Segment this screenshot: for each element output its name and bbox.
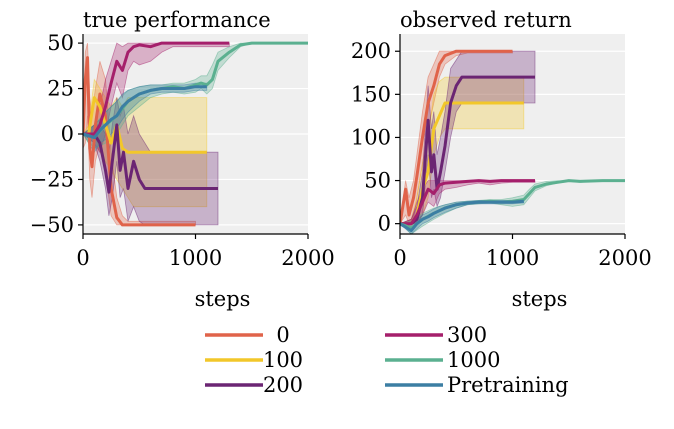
x-axis-label: steps <box>512 287 568 311</box>
y-tick-label: −25 <box>30 167 74 191</box>
y-tick-label: 50 <box>364 169 391 193</box>
series-line-pretraining <box>83 85 207 140</box>
legend-label: 100 <box>263 348 303 372</box>
series-layer <box>83 41 308 227</box>
x-tick-label: 0 <box>393 246 406 270</box>
legend-item-300: 300 <box>385 323 487 347</box>
legend-item-pretraining: Pretraining <box>385 373 569 397</box>
x-tick-label: 1000 <box>169 246 222 270</box>
series-line-300 <box>400 179 535 226</box>
x-axis-label: steps <box>195 287 251 311</box>
y-tick-label: 150 <box>351 82 391 106</box>
y-tick-label: 100 <box>351 125 391 149</box>
series-line-300 <box>83 41 230 136</box>
x-tick-label: 2000 <box>598 246 651 270</box>
legend-item-200: 200 <box>205 373 303 397</box>
legend-item-1000: 1000 <box>385 348 500 372</box>
series-line-100 <box>83 96 207 154</box>
x-tick-label: 2000 <box>281 246 334 270</box>
y-tick-label: −50 <box>30 213 74 237</box>
legend-item-100: 100 <box>205 348 303 372</box>
chart-title: true performance <box>83 8 271 32</box>
legend-label: 0 <box>276 323 289 347</box>
series-layer <box>400 49 625 234</box>
x-tick-label: 0 <box>76 246 89 270</box>
series-line-pretraining <box>400 199 524 233</box>
legend-item-0: 0 <box>205 323 290 347</box>
y-tick-label: 50 <box>47 31 74 55</box>
legend-label: 1000 <box>447 348 500 372</box>
legend-label: 200 <box>263 373 303 397</box>
series-line-0 <box>400 49 513 224</box>
legend-label: Pretraining <box>447 373 569 397</box>
y-tick-label: 25 <box>47 77 74 101</box>
x-tick-label: 1000 <box>486 246 539 270</box>
series-line-200 <box>83 123 218 194</box>
legend-label: 300 <box>447 323 487 347</box>
panel-true-performance: −50 −25 0 25 50 0 1000 2000 true performance step… <box>30 8 335 311</box>
y-tick-label: 0 <box>378 212 391 236</box>
y-tick-label: 200 <box>351 39 391 63</box>
chart-title: observed return <box>400 8 572 32</box>
y-tick-label: 0 <box>61 122 74 146</box>
